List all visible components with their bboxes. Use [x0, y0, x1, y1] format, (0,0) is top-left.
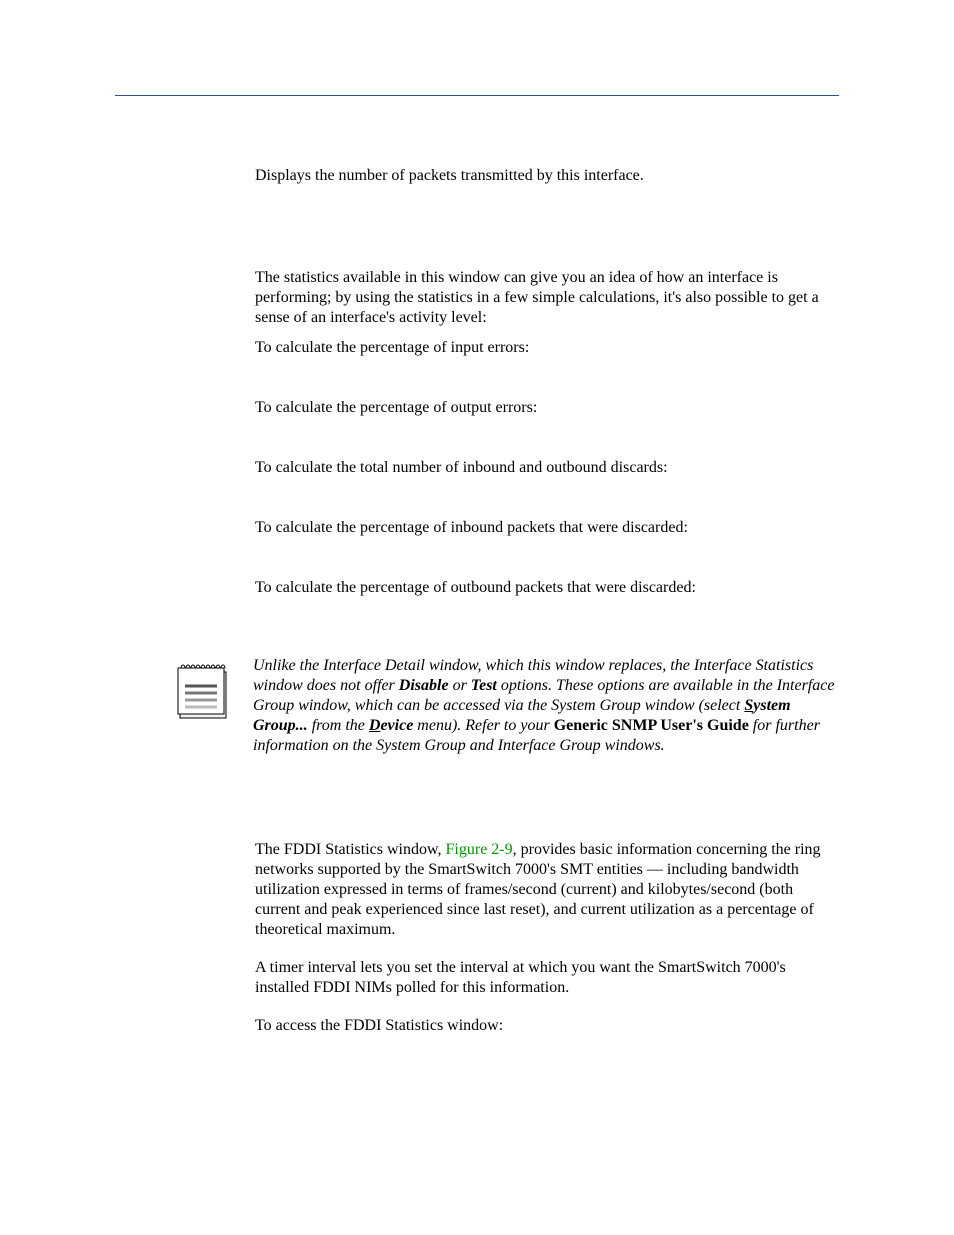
- menu-device-accelerator: D: [369, 717, 381, 734]
- figure-link[interactable]: Figure 2-9: [446, 841, 513, 858]
- fddi-section: The FDDI Statistics window, Figure 2-9, …: [115, 840, 839, 1036]
- calc-output-errors: To calculate the percentage of output er…: [255, 398, 834, 418]
- note-test-label: Test: [471, 677, 497, 694]
- menu-device-label: evice: [380, 717, 413, 734]
- calc-inbound-discards: To calculate the percentage of inbound p…: [255, 518, 834, 538]
- calc-total-discards: To calculate the total number of inbound…: [255, 458, 834, 478]
- note-text-fragment: from the: [308, 717, 369, 734]
- note-block: Unlike the Interface Detail window, whic…: [115, 656, 839, 756]
- note-guide-title: Generic SNMP User's Guide: [554, 717, 749, 734]
- fddi-p1-pre: The FDDI Statistics window,: [255, 841, 446, 858]
- fddi-paragraph-3: To access the FDDI Statistics window:: [255, 1016, 834, 1036]
- fddi-paragraph-2: A timer interval lets you set the interv…: [255, 958, 834, 998]
- calc-input-errors: To calculate the percentage of input err…: [255, 338, 834, 358]
- note-text-fragment: menu). Refer to your: [413, 717, 553, 734]
- body-content: Displays the number of packets transmitt…: [115, 166, 839, 598]
- menu-system-group-accelerator: S: [744, 697, 753, 714]
- calc-outbound-discards: To calculate the percentage of outbound …: [255, 578, 834, 598]
- note-disable-label: Disable: [399, 677, 449, 694]
- transmitted-paragraph: Displays the number of packets transmitt…: [255, 166, 834, 186]
- fddi-paragraph-1: The FDDI Statistics window, Figure 2-9, …: [255, 840, 834, 940]
- stats-lead-paragraph: The statistics available in this window …: [255, 268, 834, 328]
- notepad-icon: [177, 660, 229, 725]
- note-text: Unlike the Interface Detail window, whic…: [253, 656, 839, 756]
- page: Displays the number of packets transmitt…: [0, 0, 954, 1235]
- note-text-fragment: or: [449, 677, 471, 694]
